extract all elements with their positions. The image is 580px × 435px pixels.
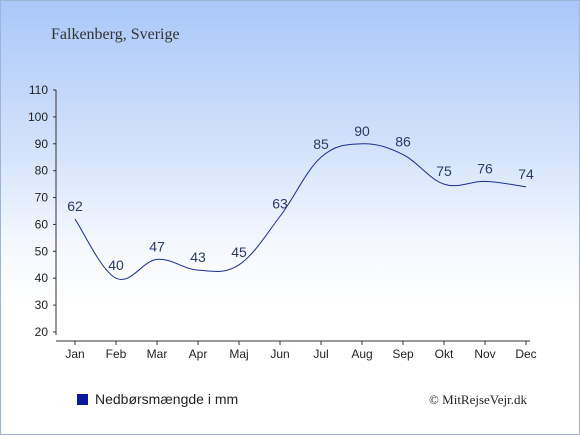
y-tick-label: 60 (35, 217, 49, 231)
data-point (279, 215, 282, 218)
x-tick-label: Feb (106, 347, 127, 361)
y-tick-label: 40 (35, 271, 49, 285)
data-point (115, 277, 118, 280)
axes: 20 30 40 50 60 70 80 90 100 110 Jan Feb Mar Apr Maj Jun… (28, 83, 537, 361)
data-label: 76 (477, 160, 493, 176)
data-point (443, 183, 446, 186)
legend-swatch (77, 394, 88, 405)
x-tick-label: Okt (435, 347, 454, 361)
x-tick-label: Maj (229, 347, 248, 361)
data-label: 74 (518, 166, 534, 182)
x-tick-label: Jan (65, 347, 84, 361)
data-point (525, 185, 528, 188)
x-tick-label: Aug (351, 347, 372, 361)
y-tick-label: 70 (35, 191, 49, 205)
data-point (402, 153, 405, 156)
data-point (74, 218, 77, 221)
x-tick-label: Sep (392, 347, 414, 361)
series-layer (74, 142, 528, 281)
data-point (361, 142, 364, 145)
x-tick-label: Dec (515, 347, 536, 361)
data-label: 45 (231, 244, 247, 260)
data-point (238, 263, 241, 266)
y-tick-label: 80 (35, 164, 49, 178)
legend-label: Nedbørsmængde i mm (95, 391, 238, 407)
y-tick-label: 110 (29, 83, 48, 97)
precipitation-line (74, 143, 527, 281)
data-label: 40 (108, 257, 124, 273)
data-label: 62 (67, 198, 83, 214)
data-label: 63 (272, 195, 288, 211)
data-label: 75 (436, 163, 452, 179)
x-tick-label: Nov (474, 347, 495, 361)
data-label: 90 (354, 123, 370, 139)
x-tick-label: Jul (313, 347, 328, 361)
y-tick-label: 50 (35, 244, 49, 258)
data-label: 86 (395, 134, 411, 150)
y-tick-label: 90 (35, 137, 49, 151)
y-tick-label: 30 (35, 298, 49, 312)
data-label: 47 (149, 238, 165, 254)
x-tick-label: Apr (189, 347, 208, 361)
data-point (320, 156, 323, 159)
data-point (197, 269, 200, 272)
data-labels: 62 40 47 43 45 63 85 90 86 75 76 74 (67, 123, 534, 273)
data-label: 43 (190, 249, 206, 265)
y-tick-label: 20 (35, 325, 49, 339)
copyright-text: © MitRejseVejr.dk (429, 392, 527, 407)
data-label: 85 (313, 136, 329, 152)
x-tick-label: Jun (270, 347, 289, 361)
data-point (156, 258, 159, 261)
chart-title: Falkenberg, Sverige (51, 26, 180, 43)
data-point (484, 180, 487, 183)
x-tick-label: Mar (147, 347, 168, 361)
y-tick-label: 100 (28, 110, 48, 124)
